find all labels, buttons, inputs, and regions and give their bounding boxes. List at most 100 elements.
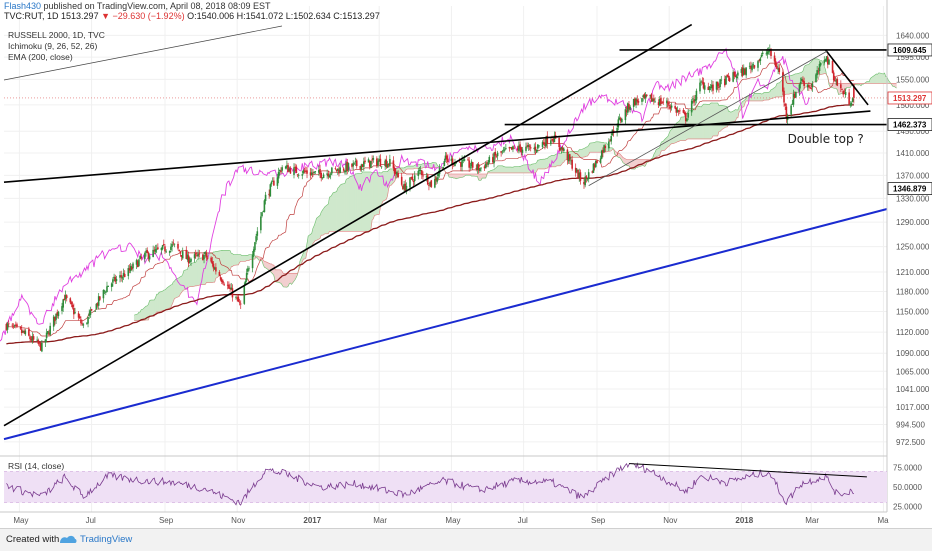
candle-body <box>268 193 270 196</box>
candle-body <box>248 268 250 270</box>
trendlines <box>3 23 888 441</box>
candle-body <box>437 173 440 177</box>
candle-body <box>827 57 829 65</box>
indicator-rsi[interactable]: RSI (14, close) <box>8 461 65 471</box>
price-tick-label: 1180.000 <box>896 287 929 296</box>
time-tick-label: 2017 <box>303 516 321 525</box>
candle-body <box>422 175 424 177</box>
candle-body <box>628 104 630 110</box>
candle-body <box>280 170 282 173</box>
candle-body <box>608 141 610 149</box>
candle-body <box>669 106 672 109</box>
candle-body <box>782 72 784 92</box>
candle-body <box>469 166 472 168</box>
time-tick-label: Sep <box>591 516 606 525</box>
candle-body <box>836 79 839 86</box>
ema-200-line <box>6 104 854 345</box>
price-tick-label: 1370.000 <box>896 171 930 180</box>
candle-body <box>198 253 201 255</box>
candle-body <box>95 303 98 310</box>
candle-body <box>404 183 407 191</box>
candle-body <box>451 158 454 165</box>
time-tick-label: Nov <box>663 516 677 525</box>
candle-body <box>106 286 108 293</box>
candle-body <box>741 67 744 76</box>
candle-body <box>281 167 283 171</box>
candle-body <box>584 176 586 186</box>
candle-body <box>752 64 755 66</box>
cloud-segment <box>316 214 321 241</box>
candle-body <box>247 268 249 272</box>
candle-body <box>204 252 207 254</box>
cloud-segment <box>357 173 362 232</box>
candle-body <box>750 65 752 69</box>
candle-body <box>643 94 646 98</box>
candle-body <box>712 84 714 91</box>
candle-body <box>135 260 138 265</box>
created-with-text: Created with <box>6 534 60 545</box>
indicator-ema[interactable]: EMA (200, close) <box>8 52 73 62</box>
change-value: ▼ −29.630 (−1.92%) <box>101 11 185 21</box>
candle-body <box>430 180 433 187</box>
candle-body <box>203 254 205 260</box>
candle-body <box>186 254 189 260</box>
candle-body <box>372 158 375 160</box>
price-tick-label: 1150.000 <box>896 308 929 317</box>
candle-body <box>463 159 466 161</box>
candle-body <box>55 313 57 320</box>
candle-body <box>211 261 214 264</box>
candle-body <box>222 280 224 284</box>
candle-body <box>411 176 414 180</box>
candle-body <box>444 155 447 160</box>
candle-body <box>264 194 267 201</box>
candle-body <box>277 172 280 179</box>
candle-body <box>96 303 99 306</box>
candle-body <box>314 171 317 172</box>
candle-body <box>509 147 512 149</box>
candle-body <box>853 84 855 98</box>
candle-body <box>798 84 801 92</box>
candle-body <box>811 83 814 88</box>
price-chart[interactable]: 1640.000 1595.000 1550.000 1500.000 1450.000… <box>0 0 932 528</box>
candle-body <box>467 159 469 161</box>
candle-body <box>262 211 265 212</box>
candle-body <box>675 107 678 113</box>
candle-body <box>767 51 770 53</box>
candle-body <box>541 142 544 147</box>
candle-body <box>102 289 105 299</box>
candle-body <box>162 244 165 245</box>
author-name[interactable]: Flash430 <box>4 1 42 11</box>
candle-body <box>636 99 639 102</box>
candle-body <box>193 254 196 259</box>
price-tick-label: 1065.000 <box>896 367 930 376</box>
time-tick-label: Jul <box>518 516 528 525</box>
candle-body <box>319 168 321 174</box>
candle-body <box>385 159 388 167</box>
candle-body <box>161 245 164 250</box>
candle-body <box>841 89 843 90</box>
tradingview-brand[interactable]: TradingView <box>80 534 133 545</box>
candle-body <box>39 343 42 351</box>
candle-body <box>759 58 762 61</box>
candle-body <box>97 296 100 306</box>
candle-body <box>329 173 332 175</box>
candle-body <box>785 106 788 119</box>
symbol-label: TVC:RUT, 1D <box>4 11 59 21</box>
candle-body <box>210 257 212 262</box>
candle-body <box>12 326 15 328</box>
candle-body <box>81 323 83 325</box>
candle-body <box>702 82 705 89</box>
candle-body <box>44 339 47 343</box>
candle-body <box>825 56 828 61</box>
candle-body <box>65 295 68 298</box>
indicator-lines <box>0 47 897 345</box>
candle-body <box>596 160 598 164</box>
candle-body <box>516 148 519 151</box>
candle-body <box>380 166 383 168</box>
candle-body <box>508 147 511 149</box>
candle-body <box>386 164 389 168</box>
candle-body <box>718 86 720 88</box>
candle-body <box>139 255 141 259</box>
indicator-ichimoku[interactable]: Ichimoku (9, 26, 52, 26) <box>8 41 98 51</box>
candle-body <box>684 113 687 122</box>
